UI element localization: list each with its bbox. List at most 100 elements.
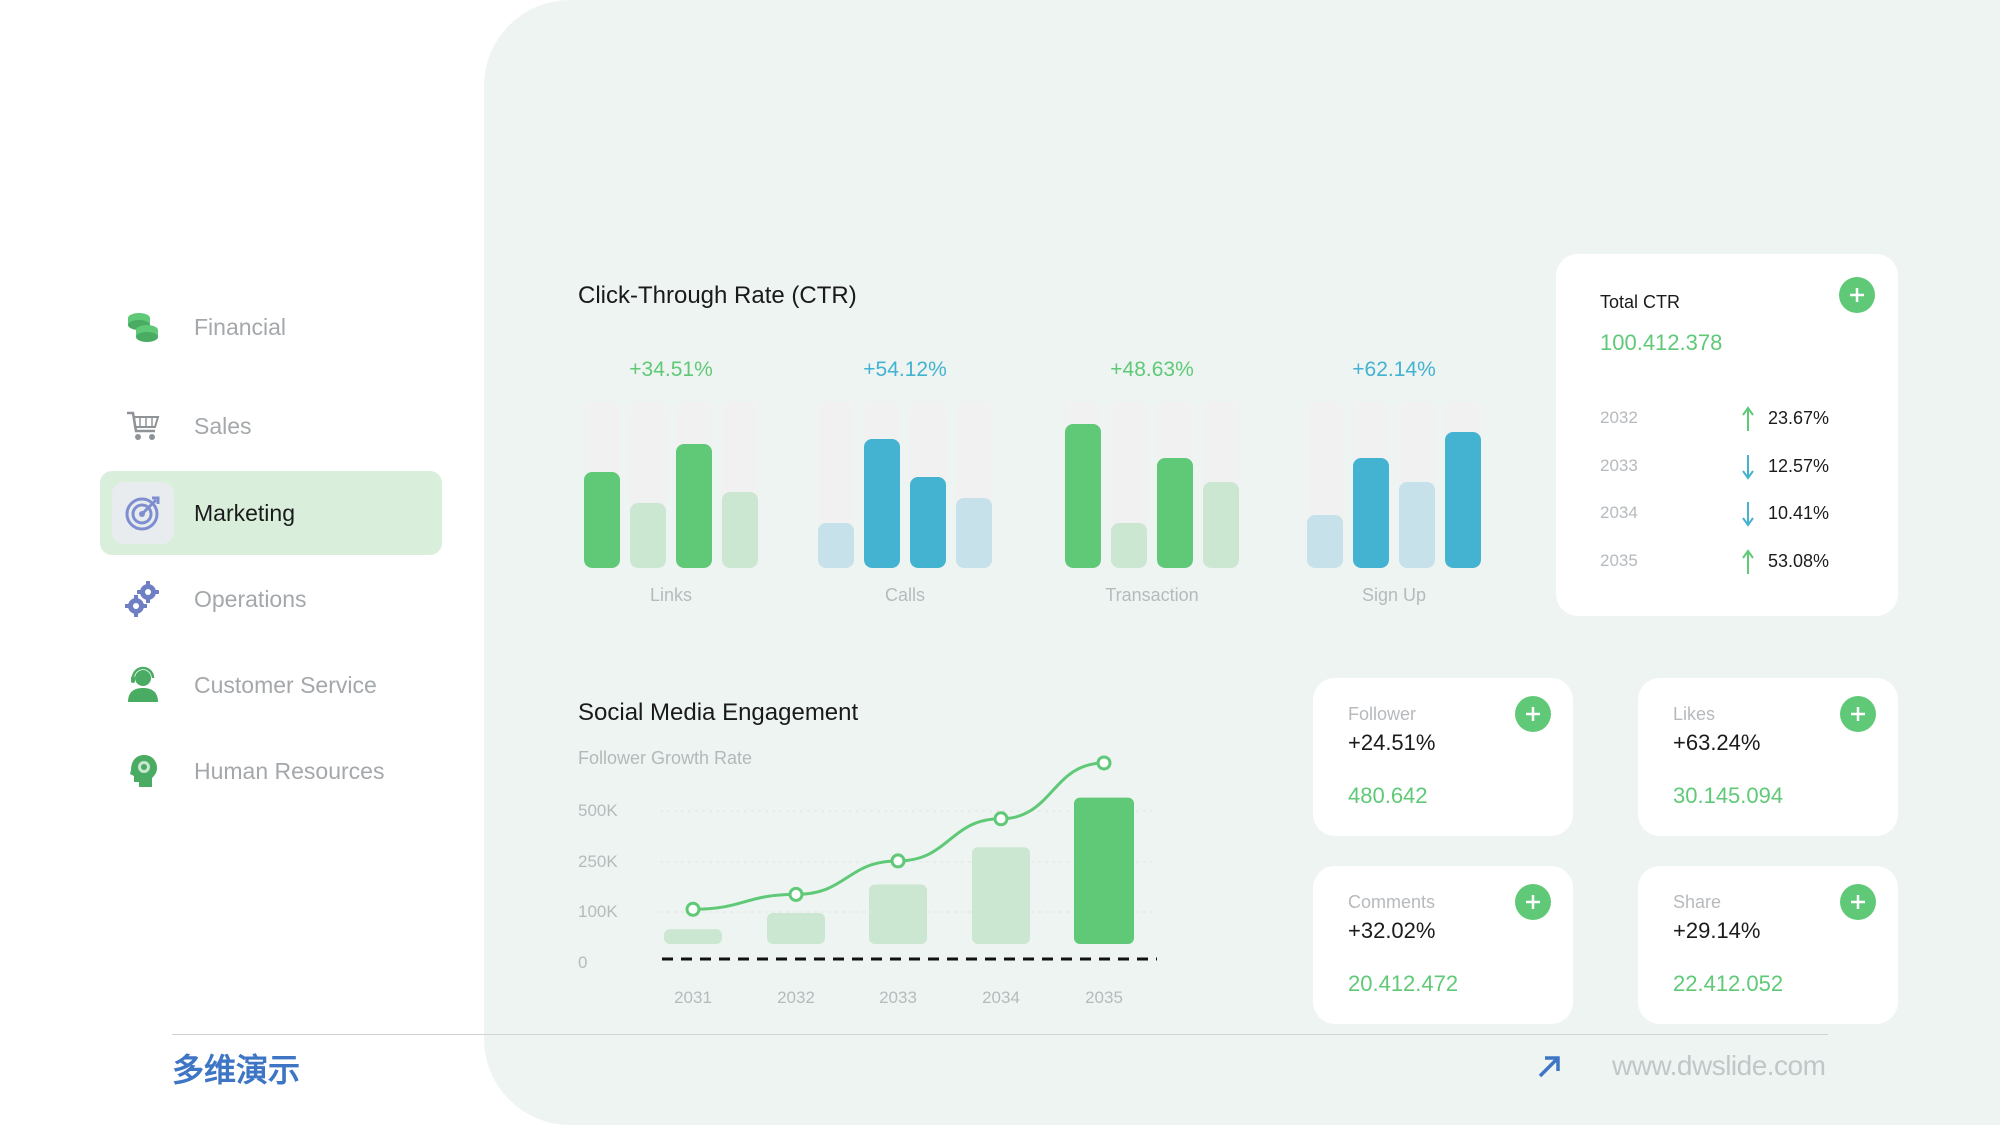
stat-label: Follower	[1348, 704, 1417, 724]
ctr-bar	[722, 491, 758, 568]
plus-icon	[1851, 895, 1865, 909]
arrow-down-icon	[1740, 454, 1756, 480]
ctr-bar-track	[676, 402, 712, 568]
brand-name: 多维演示	[172, 1052, 301, 1088]
stat-value: 22.412.052	[1673, 971, 1784, 996]
ctr-bar-track	[1445, 402, 1481, 568]
plus-icon	[1850, 288, 1864, 302]
ctr-bar	[1399, 481, 1435, 568]
plus-icon	[1526, 895, 1540, 909]
stat-label: Share	[1673, 892, 1722, 912]
y-tick-label: 250K	[578, 852, 618, 871]
ctr-bar-track	[630, 402, 666, 568]
ctr-bar	[864, 438, 900, 568]
growth-point	[685, 901, 701, 917]
ctr-bar-track	[722, 402, 758, 568]
sidebar-item-label: Marketing	[194, 499, 295, 526]
growth-point	[890, 853, 906, 869]
growth-point	[993, 811, 1009, 827]
sidebar-item-human-resources[interactable]: Human Resources	[100, 729, 442, 813]
sidebar-item-customer-service[interactable]: Customer Service	[100, 643, 442, 727]
ctr-change-value: 23.67%	[1768, 408, 1830, 428]
sidebar-item-marketing[interactable]: Marketing	[100, 471, 442, 555]
growth-point	[788, 886, 804, 902]
comments-add-button[interactable]	[1515, 884, 1551, 920]
target-icon	[112, 482, 174, 544]
total-ctr-title: Total CTR	[1600, 292, 1681, 312]
ctr-year-row: 2033 12.57%	[1600, 454, 1840, 482]
plus-icon	[1851, 707, 1865, 721]
sidebar-item-operations[interactable]: Operations	[100, 557, 442, 641]
ctr-bar	[630, 503, 666, 568]
ctr-year-label: 2034	[1600, 503, 1638, 522]
footer-divider	[172, 1034, 1828, 1035]
ctr-change-label: +48.63%	[1110, 358, 1194, 381]
ctr-bar	[1445, 431, 1481, 568]
stat-value: 30.145.094	[1673, 783, 1784, 808]
ctr-bar	[1203, 481, 1239, 568]
ctr-chart-title: Click-Through Rate (CTR)	[578, 282, 857, 309]
stat-label: Comments	[1348, 892, 1436, 912]
total-ctr-value: 100.412.378	[1600, 330, 1723, 355]
ctr-category-label: Transaction	[1105, 585, 1199, 605]
ctr-change-value: 12.57%	[1768, 455, 1830, 476]
ctr-change-label: +62.14%	[1352, 358, 1436, 381]
ctr-bar-track	[910, 402, 946, 568]
ctr-category-label: Sign Up	[1361, 585, 1427, 605]
ctr-change-label: +54.12%	[863, 358, 947, 381]
share-add-button[interactable]	[1840, 884, 1876, 920]
sidebar-item-label: Human Resources	[194, 757, 385, 784]
ctr-bar-track	[1353, 402, 1389, 568]
sidebar-item-sales[interactable]: Sales	[100, 384, 442, 468]
x-tick-label: 2034	[982, 988, 1020, 1007]
ctr-bar	[956, 498, 992, 568]
ctr-bar-track	[956, 402, 992, 568]
engagement-bar	[972, 847, 1030, 944]
engagement-title: Social Media Engagement	[578, 699, 859, 726]
ctr-bar-track	[1203, 402, 1239, 568]
ctr-bar-track	[864, 402, 900, 568]
ctr-year-label: 2032	[1600, 408, 1638, 427]
engagement-bar	[1074, 797, 1134, 944]
sidebar-item-label: Customer Service	[194, 671, 377, 698]
sidebar-item-label: Operations	[194, 585, 307, 612]
x-tick-label: 2032	[777, 988, 815, 1007]
y-tick-label: 500K	[578, 801, 618, 820]
ctr-bar	[1111, 523, 1147, 568]
follower-add-button[interactable]	[1515, 696, 1551, 732]
x-tick-label: 2033	[879, 988, 917, 1007]
arrow-up-icon	[1740, 548, 1756, 575]
y-tick-label: 100K	[578, 902, 618, 921]
support-agent-icon	[112, 654, 174, 716]
ctr-bar-track	[584, 402, 620, 568]
website-link[interactable]: www.dwslide.com	[1612, 1050, 1826, 1081]
x-tick-label: 2035	[1085, 988, 1123, 1007]
ctr-year-row: 2035 53.08%	[1600, 548, 1840, 577]
sidebar-item-financial[interactable]: Financial	[100, 285, 442, 369]
ctr-year-label: 2033	[1600, 455, 1638, 475]
ctr-year-row: 2032 23.67%	[1600, 406, 1840, 434]
total-ctr-card	[1556, 254, 1898, 616]
ctr-bar-track	[1157, 402, 1193, 568]
stat-label: Likes	[1673, 704, 1716, 724]
ctr-bar	[1065, 423, 1101, 568]
shopping-cart-icon	[112, 395, 174, 457]
ctr-bar	[1307, 514, 1343, 568]
total-ctr-add-button[interactable]	[1839, 277, 1875, 313]
growth-point	[1096, 755, 1112, 771]
gears-icon	[112, 568, 174, 630]
ctr-bar	[818, 523, 854, 568]
y-tick-label: 0	[578, 953, 588, 972]
stat-change: +32.02%	[1348, 918, 1436, 943]
ctr-year-label: 2035	[1600, 550, 1638, 570]
ctr-change-value: 10.41%	[1768, 503, 1830, 523]
arrow-down-icon	[1740, 501, 1756, 527]
ctr-bar-track	[1065, 402, 1101, 568]
ctr-bar	[584, 471, 620, 568]
ctr-change-value: 53.08%	[1768, 550, 1830, 571]
coins-icon	[112, 296, 174, 358]
likes-add-button[interactable]	[1840, 696, 1876, 732]
stat-change: +24.51%	[1348, 730, 1436, 755]
ctr-bar	[676, 443, 712, 568]
ctr-change-label: +34.51%	[629, 358, 713, 381]
